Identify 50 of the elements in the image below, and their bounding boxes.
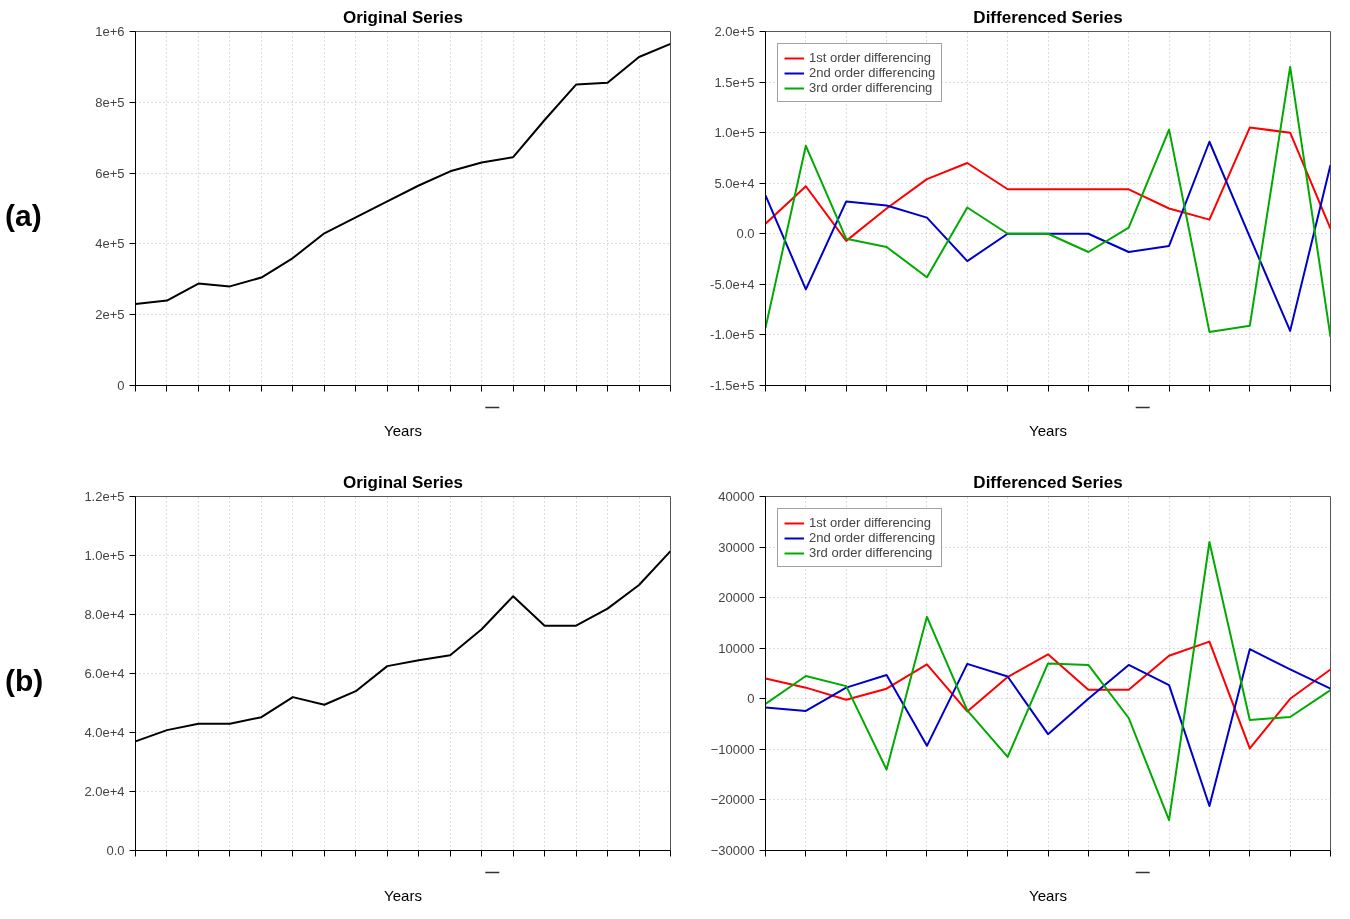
y-tick-label: 20000 (718, 590, 755, 606)
legend-label: 2nd order differencing (809, 530, 936, 545)
y-tick-label: 0.0 (736, 226, 755, 242)
text: (a) (5, 198, 42, 234)
y-tick-label: 0 (117, 378, 125, 393)
y-tick-label: −10000 (710, 741, 755, 757)
chart-title: Differenced Series (973, 7, 1123, 27)
legend-label: 1st order differencing (809, 50, 931, 65)
y-tick-label: 0.0 (106, 843, 125, 858)
y-tick-label: -1.0e+5 (710, 327, 755, 343)
chart-title: Original Series (343, 7, 463, 27)
legend-label: 1st order differencing (809, 515, 931, 530)
y-tick-label: −30000 (710, 843, 755, 858)
y-tick-label: 30000 (718, 539, 755, 555)
y-tick-label: 1.2e+5 (84, 489, 125, 504)
y-tick-label: 4.0e+4 (84, 725, 125, 740)
y-tick-label: 2.0e+5 (714, 24, 755, 39)
y-tick-label: 2.0e+4 (84, 784, 125, 799)
x-axis-title: Years (1029, 421, 1067, 439)
y-tick-label: 8e+5 (95, 94, 125, 110)
y-tick-label: 1.5e+5 (714, 74, 755, 90)
y-tick-label: 4e+5 (95, 236, 125, 252)
y-tick-label: 6e+5 (95, 165, 125, 181)
y-tick-label: 1.0e+5 (84, 548, 125, 563)
chart-title: Original Series (343, 472, 463, 492)
line-series (765, 126, 1331, 242)
y-tick-label: 6.0e+4 (84, 666, 125, 681)
legend-label: 2nd order differencing (809, 65, 936, 80)
y-tick-label: 1.0e+5 (714, 125, 755, 141)
y-tick-label: 0 (747, 691, 755, 707)
line-series (765, 65, 1331, 338)
y-tick-label: -1.5e+5 (710, 378, 755, 393)
y-tick-label: 1e+6 (95, 24, 125, 39)
legend-label: 3rd order differencing (809, 80, 933, 95)
line-series (765, 140, 1331, 332)
legend-label: 3rd order differencing (809, 545, 933, 560)
y-tick-label: 10000 (718, 640, 755, 656)
x-axis-title: Years (384, 421, 422, 439)
line-series (765, 648, 1331, 807)
y-tick-label: 2e+5 (95, 307, 125, 323)
y-tick-label: -5.0e+4 (710, 276, 755, 292)
line-series (765, 640, 1331, 750)
text: (b) (5, 663, 44, 699)
y-tick-label: 5.0e+4 (714, 175, 755, 191)
y-tick-label: 40000 (718, 489, 755, 504)
chart-title: Differenced Series (973, 472, 1123, 492)
x-axis-title: Years (384, 886, 422, 904)
x-axis-title: Years (1029, 886, 1067, 904)
y-tick-label: −20000 (710, 792, 755, 808)
y-tick-label: 8.0e+4 (84, 607, 125, 622)
